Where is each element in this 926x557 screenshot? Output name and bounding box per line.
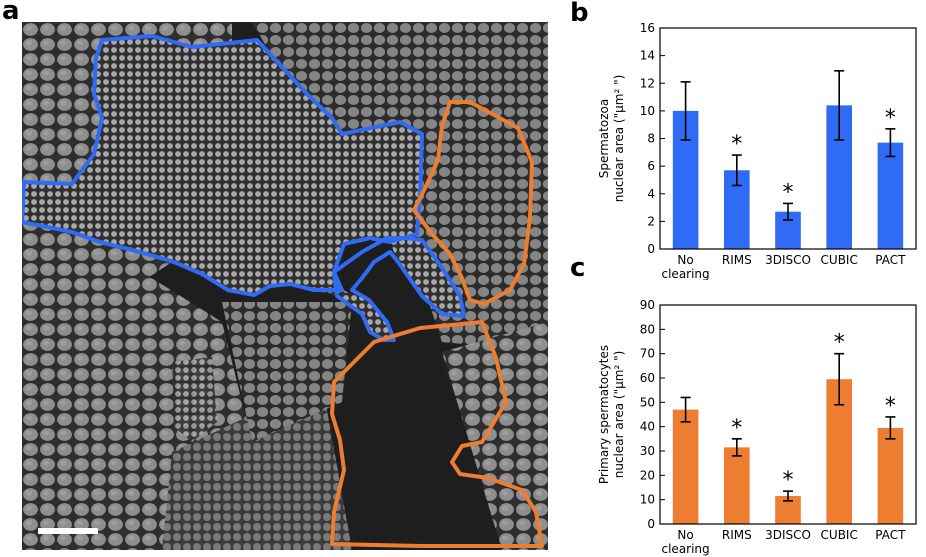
spermatocytes-outline-lower <box>330 320 544 548</box>
panel-letter-a: a <box>2 0 20 26</box>
y-tick-label: 6 <box>647 159 655 173</box>
spermatozoa-outline-main <box>22 34 424 297</box>
y-tick-label: 80 <box>640 322 655 336</box>
micrograph-image <box>22 22 548 550</box>
y-tick-label: 90 <box>640 298 655 312</box>
y-tick-label: 4 <box>647 187 655 201</box>
y-tick-label: 20 <box>640 468 655 482</box>
y-tick-label: 8 <box>647 132 655 146</box>
bar <box>877 142 904 249</box>
y-tick-label: 0 <box>647 242 655 256</box>
y-tick-label: 10 <box>640 493 655 507</box>
bar <box>877 427 904 524</box>
significance-marker: * <box>885 394 896 419</box>
y-tick-label: 12 <box>640 76 655 90</box>
panel-letter-c: c <box>570 253 586 283</box>
y-axis-label-line: Spermatozoa <box>597 99 611 178</box>
significance-marker: * <box>731 416 742 441</box>
x-tick-label: 3DISCO <box>765 528 811 542</box>
x-tick-label: PACT <box>875 253 906 267</box>
x-tick-label: 3DISCO <box>765 253 811 267</box>
y-tick-label: 16 <box>640 21 655 35</box>
significance-marker: * <box>834 331 845 356</box>
bar <box>724 447 750 524</box>
x-tick-label: CUBIC <box>821 528 858 542</box>
significance-marker: * <box>731 132 742 157</box>
significance-marker: * <box>783 180 794 205</box>
x-tick-label: RIMS <box>722 528 752 542</box>
y-axis-label: Spermatozoa nuclear area ("µm² ") <box>597 75 626 203</box>
y-tick-label: 30 <box>640 444 655 458</box>
tissue-region-bottom-right <box>442 322 548 550</box>
plot-frame <box>659 304 917 525</box>
x-tick-label: CUBIC <box>821 253 858 267</box>
y-axis-label-line: nuclear area ("µm² ") <box>612 75 626 203</box>
y-axis-label-line: Primary spermatocytes <box>597 345 611 484</box>
x-tick-label: clearing <box>662 267 710 280</box>
tissue-region-lower-middle <box>162 382 352 550</box>
y-tick-label: 2 <box>647 214 655 228</box>
spermatozoa-region <box>22 36 464 340</box>
bar <box>672 409 699 524</box>
spermatocytes-outline-upper <box>412 100 534 306</box>
y-axis-label: Primary spermatocytes nuclear area ("µm² … <box>597 345 626 484</box>
y-tick-label: 10 <box>640 104 655 118</box>
x-tick-label: PACT <box>875 528 906 542</box>
y-tick-label: 70 <box>640 347 655 361</box>
y-tick-label: 60 <box>640 371 655 385</box>
spermatozoa-cluster-small <box>172 357 217 442</box>
tissue-region-middle <box>222 302 352 442</box>
y-tick-label: 40 <box>640 420 655 434</box>
spermatozoa-outline-lower <box>332 236 466 342</box>
x-tick-label: clearing <box>662 542 710 556</box>
y-tick-label: 0 <box>647 517 655 531</box>
y-axis-label-line: nuclear area ("µm² ") <box>612 351 626 479</box>
x-tick-label: No <box>677 528 693 542</box>
y-tick-label: 50 <box>640 395 655 409</box>
panel-letter-b: b <box>570 0 589 28</box>
significance-marker: * <box>783 468 794 493</box>
significance-marker: * <box>885 106 896 131</box>
x-tick-label: RIMS <box>722 253 752 267</box>
y-tick-label: 14 <box>640 49 655 63</box>
x-tick-label: No <box>677 253 693 267</box>
scale-bar <box>38 528 98 534</box>
